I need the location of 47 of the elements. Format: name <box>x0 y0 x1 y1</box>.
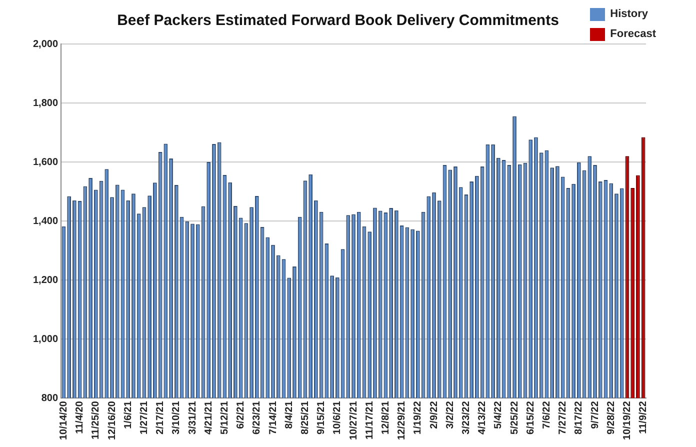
x-tick-label: 9/28/22 <box>606 400 617 434</box>
x-tick-label: 2/9/22 <box>428 400 440 429</box>
x-tick-label: 3/23/22 <box>460 400 472 434</box>
x-tick-label: 5/12/21 <box>219 400 230 434</box>
y-tick-label: 1,600 <box>32 156 58 168</box>
x-tick-label: 6/23/21 <box>252 400 263 434</box>
x-tick-label: 7/14/21 <box>268 400 279 434</box>
x-tick-label: 10/19/22 <box>622 400 633 440</box>
x-tick-label: 1/19/22 <box>412 400 424 434</box>
x-tick-label: 12/8/21 <box>380 400 392 434</box>
x-tick-label: 1/6/21 <box>122 400 134 429</box>
legend-label: History <box>610 8 648 20</box>
x-tick-label: 6/15/22 <box>525 400 536 434</box>
x-tick-label: 5/25/22 <box>509 400 520 434</box>
x-tick-label: 4/21/21 <box>203 400 214 434</box>
x-tick-label: 9/7/22 <box>590 400 601 429</box>
x-tick-label: 11/25/20 <box>90 400 102 440</box>
x-tick-label: 9/15/21 <box>316 400 328 434</box>
x-tick-label: 4/13/22 <box>477 400 488 434</box>
chart-title: Beef Packers Estimated Forward Book Delivery Commitments <box>117 12 559 30</box>
y-tick-label: 1,000 <box>32 334 58 345</box>
x-tick-label: 11/9/22 <box>638 400 650 434</box>
x-tick-label: 3/10/21 <box>171 400 182 434</box>
x-tick-label: 6/2/21 <box>236 400 247 429</box>
y-tick-label: 800 <box>41 392 58 404</box>
x-tick-label: 12/16/20 <box>106 400 118 440</box>
x-tick-label: 10/14/20 <box>58 400 70 440</box>
legend-label: Forecast <box>610 28 656 40</box>
x-tick-label: 1/27/21 <box>138 400 150 434</box>
x-tick-label: 8/25/21 <box>300 400 311 434</box>
x-tick-label: 3/31/21 <box>187 400 198 434</box>
y-tick-label: 1,800 <box>32 98 58 109</box>
x-tick-label: 11/17/21 <box>364 400 376 440</box>
x-tick-label: 3/2/22 <box>444 400 456 429</box>
x-tick-label: 8/17/22 <box>574 400 585 434</box>
x-tick-label: 10/27/21 <box>348 400 360 440</box>
x-tick-label: 8/4/21 <box>284 400 295 429</box>
x-tick-label: 12/29/21 <box>396 400 408 440</box>
x-tick-label: 7/27/22 <box>558 400 569 434</box>
x-tick-label: 5/4/22 <box>493 400 504 429</box>
y-tick-label: 1,200 <box>32 274 58 286</box>
y-tick-label: 1,400 <box>32 216 58 227</box>
x-tick-label: 7/6/22 <box>541 400 552 429</box>
y-tick-label: 2,000 <box>32 38 58 50</box>
x-tick-label: 10/6/21 <box>332 400 344 434</box>
x-tick-label: 2/17/21 <box>155 400 166 434</box>
x-tick-label: 11/4/20 <box>74 400 86 434</box>
